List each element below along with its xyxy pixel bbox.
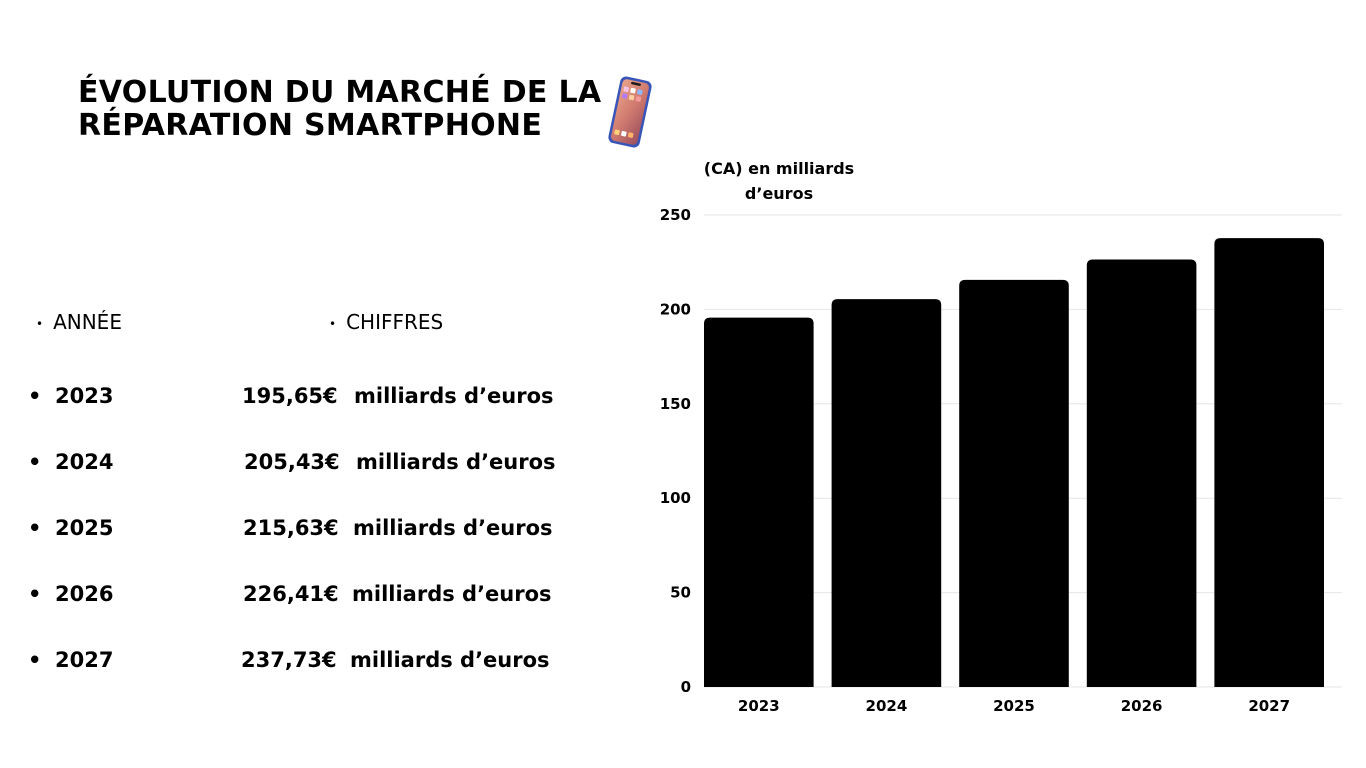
bullet: • <box>28 384 42 408</box>
title-line-2: RÉPARATION SMARTPHONE <box>78 108 543 143</box>
page-title: ÉVOLUTION DU MARCHÉ DE LA RÉPARATION SMA… <box>78 76 601 142</box>
list-item-unit: milliards d’euros <box>350 648 550 672</box>
bullet: • <box>28 516 42 540</box>
column-header-year-label: ANNÉE <box>53 310 122 334</box>
list-item-year: 2027 <box>55 648 114 672</box>
list-item-value: 237,73€ <box>241 648 337 672</box>
x-tick-label: 2026 <box>1121 697 1163 715</box>
bullet: • <box>28 648 42 672</box>
column-header-value-label: CHIFFRES <box>346 310 444 334</box>
bar-2025 <box>959 279 1069 687</box>
list-item: • 2024 205,43€ milliards d’euros <box>28 450 588 484</box>
list-item-year: 2025 <box>55 516 114 540</box>
bullet: • <box>329 316 337 331</box>
list-item-year: 2026 <box>55 582 114 606</box>
list-item-value: 215,63€ <box>243 516 339 540</box>
list-item-unit: milliards d’euros <box>353 516 553 540</box>
bar-2023 <box>704 317 814 687</box>
y-tick-label: 150 <box>660 395 691 413</box>
chart-canvas: 0 50 100 150 200 250 2023 2024 2025 2026 2027 <box>660 206 1342 715</box>
column-header-value: • CHIFFRES <box>329 310 443 334</box>
y-tick-label: 50 <box>670 584 691 602</box>
bullet: • <box>28 450 42 474</box>
bullet: • <box>36 316 44 331</box>
y-tick-label: 200 <box>660 300 691 318</box>
y-tick-label: 0 <box>681 678 691 696</box>
list-item-value: 226,41€ <box>243 582 339 606</box>
y-tick-label: 100 <box>660 489 691 507</box>
list-item-value: 195,65€ <box>242 384 338 408</box>
title-line-1: ÉVOLUTION DU MARCHÉ DE LA <box>78 75 602 110</box>
list-item-unit: milliards d’euros <box>354 384 554 408</box>
bar-2024 <box>831 299 942 687</box>
list-item: • 2025 215,63€ milliards d’euros <box>28 516 588 550</box>
column-header-year: • ANNÉE <box>36 310 122 334</box>
bullet: • <box>28 582 42 606</box>
revenue-bar-chart: (CA) en milliards d’euros 0 50 100 150 200 25… <box>640 150 1360 730</box>
x-tick-label: 2025 <box>993 697 1035 715</box>
y-tick-label: 250 <box>660 206 691 224</box>
x-tick-label: 2027 <box>1248 697 1290 715</box>
x-tick-label: 2023 <box>738 697 780 715</box>
list-item: • 2026 226,41€ milliards d’euros <box>28 582 588 616</box>
x-tick-label: 2024 <box>866 697 908 715</box>
list-item-unit: milliards d’euros <box>352 582 552 606</box>
bar-2026 <box>1086 259 1197 687</box>
list-item-year: 2023 <box>55 384 114 408</box>
y-axis-label: (CA) en milliards d’euros <box>703 159 855 203</box>
bar-2027 <box>1214 238 1324 687</box>
list-item-value: 205,43€ <box>244 450 340 474</box>
list-item-unit: milliards d’euros <box>356 450 556 474</box>
list-item: • 2023 195,65€ milliards d’euros <box>28 384 588 418</box>
list-item: • 2027 237,73€ milliards d’euros <box>28 648 588 682</box>
list-item-year: 2024 <box>55 450 114 474</box>
smartphone-icon <box>608 76 652 148</box>
